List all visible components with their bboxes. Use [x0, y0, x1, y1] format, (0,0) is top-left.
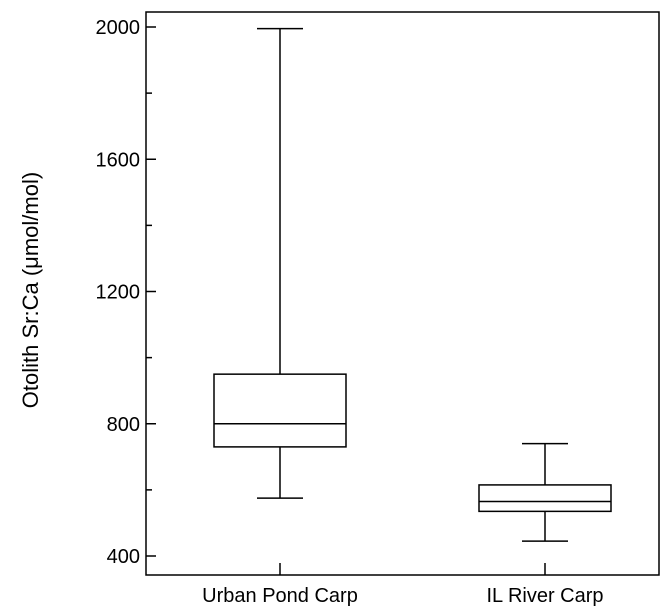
- y-axis-title: Otolith Sr:Ca (μmol/mol): [18, 172, 43, 408]
- iqr-box: [213, 373, 347, 448]
- y-tick-label: 1200: [96, 282, 141, 304]
- x-category-label: Urban Pond Carp: [202, 585, 358, 607]
- x-category-label: IL River Carp: [486, 585, 603, 607]
- boxes: [213, 27, 612, 542]
- y-tick-label: 2000: [96, 17, 141, 39]
- y-tick-label: 1600: [96, 149, 141, 171]
- box-1: [478, 442, 612, 542]
- plot-frame: [145, 11, 660, 576]
- y-axis: 400 800 1200 1600 2000: [96, 17, 156, 568]
- y-tick-label: 400: [107, 546, 140, 568]
- box-0: [213, 27, 347, 499]
- iqr-box: [478, 484, 612, 513]
- y-tick-label: 800: [107, 414, 140, 436]
- x-axis: Urban Pond Carp IL River Carp: [202, 563, 604, 607]
